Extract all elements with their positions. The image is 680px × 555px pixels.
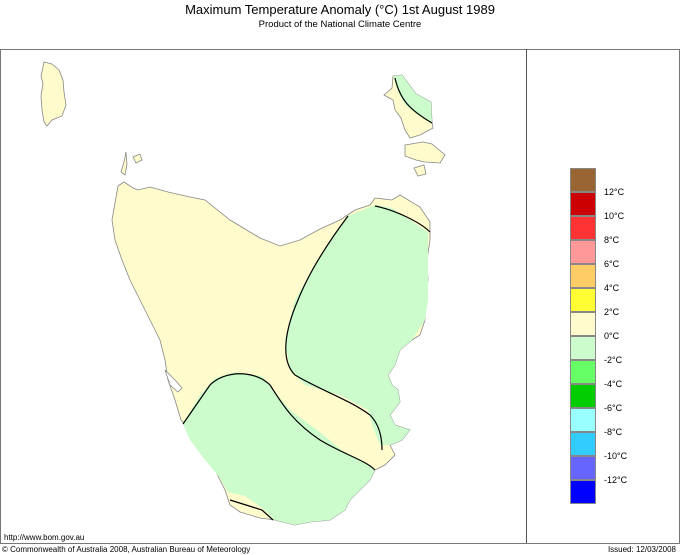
- legend-label: -6°C: [604, 403, 623, 413]
- legend-swatch-13: [570, 480, 596, 504]
- contour-east: [285, 215, 383, 451]
- legend-label: 8°C: [604, 235, 620, 245]
- legend-swatch-12: [570, 456, 596, 480]
- map-title: Maximum Temperature Anomaly (°C) 1st Aug…: [185, 2, 495, 17]
- legend-divider: [526, 49, 527, 543]
- map-subtitle: Product of the National Climate Centre: [258, 19, 422, 30]
- king-island: [40, 61, 67, 127]
- legend-swatch-6: [570, 312, 596, 336]
- legend-label: 12°C: [604, 187, 625, 197]
- contour-flinders: [394, 77, 433, 124]
- contour-south: [229, 499, 274, 521]
- legend-label: 4°C: [604, 283, 620, 293]
- legend-swatch-10: [570, 408, 596, 432]
- legend-label: -4°C: [604, 379, 623, 389]
- legend-swatch-3: [570, 240, 596, 264]
- anomaly-region-east: [285, 205, 428, 445]
- legend-label: 10°C: [604, 211, 625, 221]
- legend-label: -12°C: [604, 475, 628, 485]
- anomaly-region-flinders: [393, 75, 432, 122]
- legend-swatch-2: [570, 216, 596, 240]
- legend-label: 0°C: [604, 331, 620, 341]
- copyright-notice: © Commonwealth of Australia 2008, Austra…: [2, 545, 251, 554]
- legend-swatch-1: [570, 192, 596, 216]
- contour-southwest: [182, 373, 376, 471]
- source-url[interactable]: http://www.bom.gov.au: [4, 533, 85, 542]
- legend-swatch-5: [570, 288, 596, 312]
- legend-label: -2°C: [604, 355, 623, 365]
- legend-label: 2°C: [604, 307, 620, 317]
- legend-swatch-4: [570, 264, 596, 288]
- tasmania-map: [40, 61, 446, 526]
- legend-swatch-8: [570, 360, 596, 384]
- legend-label: -10°C: [604, 451, 628, 461]
- legend-swatch-9: [570, 384, 596, 408]
- legend-label: -8°C: [604, 427, 623, 437]
- issued-date: Issued: 12/03/2008: [607, 545, 676, 554]
- anomaly-region-southwest: [183, 372, 375, 525]
- legend-swatch-0: [570, 168, 596, 192]
- legend-swatch-7: [570, 336, 596, 360]
- legend-label: 6°C: [604, 259, 620, 269]
- contour-northeast: [374, 205, 431, 233]
- legend-swatch-11: [570, 432, 596, 456]
